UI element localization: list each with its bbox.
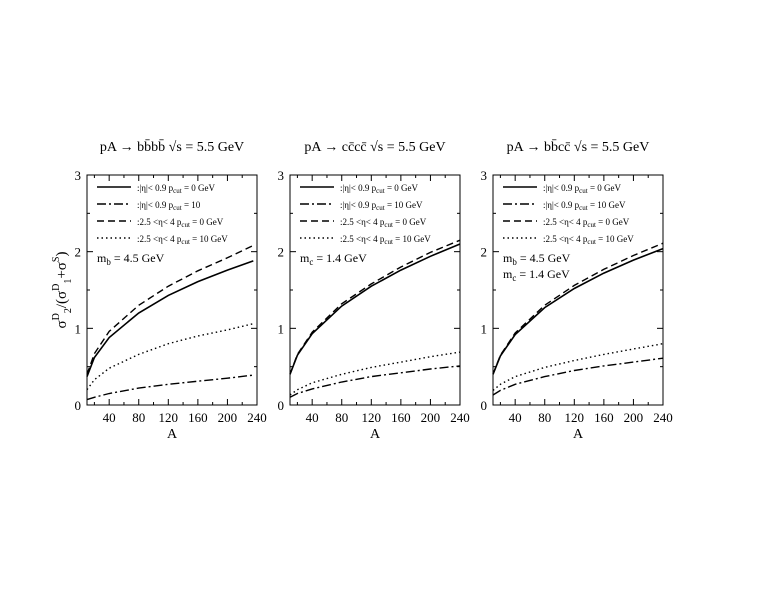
legend: :|η|< 0.9 pcut = 0 GeV :|η|< 0.9 pcut = 1… [300,183,431,246]
series-line-2 [289,365,461,398]
x-tick-label: 200 [218,410,238,425]
x-tick-label: 40 [509,410,522,425]
series-line-3 [289,239,461,375]
y-tick-label: 0 [481,398,488,413]
x-tick-label: 240 [450,410,470,425]
x-tick-label: 240 [247,410,267,425]
series-line-4 [492,343,664,391]
series-line-3 [492,242,664,375]
legend: :|η|< 0.9 pcut = 0 GeV :|η|< 0.9 pcut = 1… [97,183,228,246]
legend-label: :|η|< 0.9 pcut = 10 [137,200,201,212]
legend-label: :2.5 <η< 4 pcut = 0 GeV [340,217,427,229]
legend-label: :2.5 <η< 4 pcut = 10 GeV [340,234,431,246]
legend-label: :|η|< 0.9 pcut = 0 GeV [543,183,622,195]
y-axis-label: σD2/(σD1+σS) [51,252,74,329]
legend: :|η|< 0.9 pcut = 0 GeV :|η|< 0.9 pcut = 1… [503,183,634,246]
series-line-3 [86,244,254,375]
mass-annotation: mc = 1.4 GeV [503,267,570,283]
panel-2: pA → cc̄cc̄ √s = 5.5 GeV 0 1 2 3 40 80 120 160 20… [278,140,470,442]
y-tick-label: 2 [75,245,82,260]
x-tick-label: 120 [159,410,179,425]
y-tick-label: 2 [481,245,488,260]
y-tick-label: 1 [278,321,285,336]
y-tick-label: 3 [481,168,488,183]
y-tick-label: 0 [278,398,285,413]
legend-label: :|η|< 0.9 pcut = 0 GeV [340,183,419,195]
x-tick-label: 40 [103,410,116,425]
legend-label: :2.5 <η< 4 pcut = 10 GeV [543,234,634,246]
series-line-2 [492,357,664,396]
panel-title: pA → cc̄cc̄ √s = 5.5 GeV [304,140,445,155]
y-tick-label: 1 [75,321,82,336]
x-tick-label: 200 [421,410,441,425]
x-tick-label: 40 [306,410,319,425]
panel-title: pA → bb̄cc̄ √s = 5.5 GeV [507,139,650,155]
mass-annotation: mb = 4.5 GeV [503,251,571,267]
x-tick-label: 200 [624,410,644,425]
x-tick-label: 160 [594,410,614,425]
y-tick-label: 3 [278,168,285,183]
x-tick-label: 160 [188,410,208,425]
x-tick-label: 80 [132,410,145,425]
legend-label: :|η|< 0.9 pcut = 10 GeV [340,200,423,212]
x-axis-label: A [573,427,584,442]
x-tick-label: 80 [335,410,348,425]
series-line-4 [289,351,461,396]
y-tick-label: 0 [75,398,82,413]
legend-label: :2.5 <η< 4 pcut = 10 GeV [137,234,228,246]
series-line-1 [86,260,254,377]
legend-label: :2.5 <η< 4 pcut = 0 GeV [137,217,224,229]
panel-1: pA → bb̄bb̄ √s = 5.5 GeV 0 1 2 3 40 80 120 160 20… [75,139,267,442]
panel-title: pA → bb̄bb̄ √s = 5.5 GeV [100,139,244,155]
y-tick-label: 3 [75,168,82,183]
series-line-2 [86,374,254,401]
y-tick-label: 1 [481,321,488,336]
y-tick-label: 2 [278,245,285,260]
legend-label: :|η|< 0.9 pcut = 0 GeV [137,183,216,195]
legend-label: :|η|< 0.9 pcut = 10 GeV [543,200,626,212]
x-axis-label: A [167,427,178,442]
x-tick-label: 240 [653,410,673,425]
mass-annotation: mb = 4.5 GeV [97,251,165,267]
y-axis-label-text: σD2/(σD1+σS) [51,252,74,329]
x-axis-label: A [370,427,381,442]
x-tick-label: 120 [565,410,585,425]
x-tick-label: 80 [538,410,551,425]
mass-annotation: mc = 1.4 GeV [300,251,367,267]
panel-3: pA → bb̄cc̄ √s = 5.5 GeV 0 1 2 3 40 80 120 160 20… [481,139,673,442]
x-tick-label: 160 [391,410,411,425]
x-tick-label: 120 [362,410,382,425]
legend-label: :2.5 <η< 4 pcut = 0 GeV [543,217,630,229]
series-line-4 [86,323,254,391]
